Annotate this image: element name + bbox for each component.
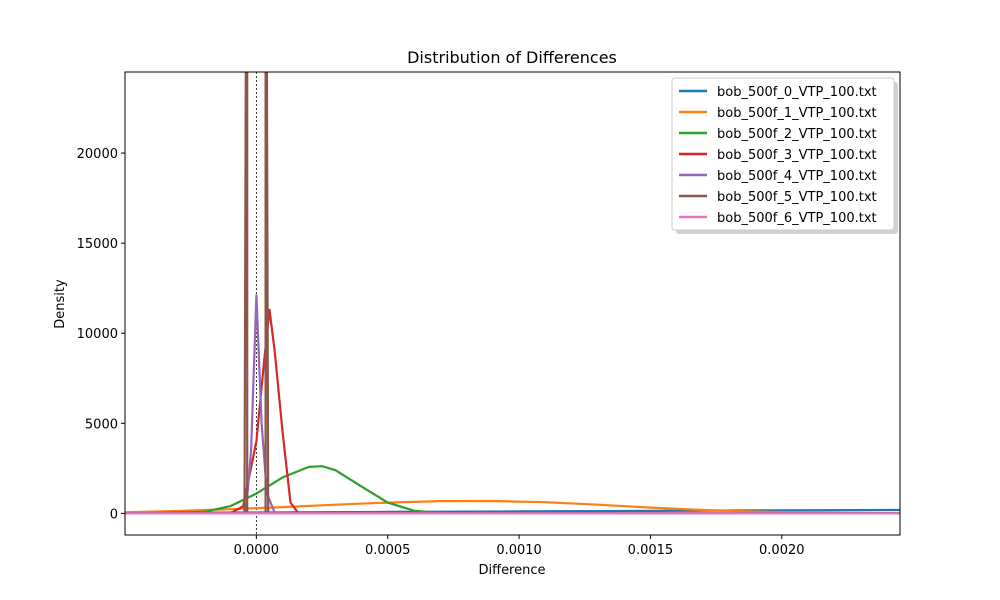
- x-axis-ticks: 0.0000 0.0005 0.0010 0.0015 0.0020: [234, 535, 805, 558]
- y-tick-label: 15000: [77, 237, 118, 252]
- legend-label-6: bob_500f_6_VTP_100.txt: [717, 211, 877, 226]
- series-line-4: [125, 294, 900, 515]
- y-tick-label: 5000: [85, 417, 118, 432]
- y-axis-label: Density: [53, 279, 68, 329]
- legend-label-2: bob_500f_2_VTP_100.txt: [717, 127, 877, 142]
- x-tick-label: 0.0010: [496, 543, 542, 558]
- y-tick-label: 10000: [77, 327, 118, 342]
- y-axis-ticks: 0 5000 10000 15000 20000: [77, 147, 125, 522]
- x-tick-label: 0.0020: [759, 543, 805, 558]
- plot-area: [124, 71, 901, 536]
- legend: bob_500f_0_VTP_100.txt bob_500f_1_VTP_100…: [671, 77, 898, 234]
- chart-title: Distribution of Differences: [407, 48, 617, 67]
- series-line-3: [125, 308, 900, 515]
- legend-label-0: bob_500f_0_VTP_100.txt: [717, 85, 877, 100]
- x-axis-label: Difference: [478, 563, 545, 578]
- legend-label-3: bob_500f_3_VTP_100.txt: [717, 148, 877, 163]
- series-lines: [125, 72, 900, 515]
- legend-box: [671, 77, 895, 231]
- legend-label-4: bob_500f_4_VTP_100.txt: [717, 169, 877, 184]
- legend-items: bob_500f_0_VTP_100.txt bob_500f_1_VTP_100…: [679, 85, 877, 226]
- plot-frame: [124, 71, 901, 536]
- x-tick-label: 0.0000: [234, 543, 280, 558]
- y-tick-label: 0: [110, 507, 118, 522]
- y-tick-label: 20000: [77, 147, 118, 162]
- legend-label-5: bob_500f_5_VTP_100.txt: [717, 190, 877, 205]
- legend-label-1: bob_500f_1_VTP_100.txt: [717, 106, 877, 121]
- x-tick-label: 0.0015: [628, 543, 674, 558]
- x-tick-label: 0.0005: [365, 543, 411, 558]
